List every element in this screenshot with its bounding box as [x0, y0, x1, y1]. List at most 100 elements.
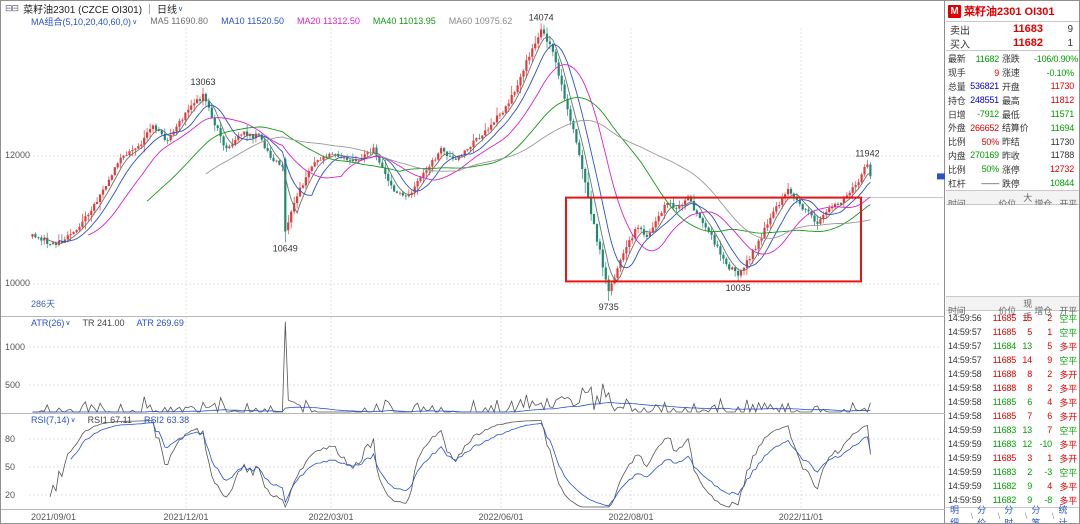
- tab-1[interactable]: 分价: [977, 504, 987, 524]
- y-axis-label: 80: [5, 434, 16, 444]
- x-axis-label: 2022/06/01: [478, 512, 524, 522]
- bid-row[interactable]: 买入 11682 1: [946, 36, 1079, 51]
- quote-grid: 最新 11682 涨跌 -106/0.90% 现手 9 涨速 -0.10% 总量 536821 开盘…: [946, 50, 1079, 190]
- tab-0[interactable]: 明细: [950, 504, 960, 524]
- trade-row[interactable]: 14:59:59 11683 13 7 空平: [948, 425, 1077, 436]
- ma-value-label: MA20 11312.50: [296, 16, 360, 26]
- rsi-name: RSI(7,14): [31, 415, 70, 425]
- chart-symbol-title: 菜籽油2301 (CZCE OI301): [23, 5, 143, 16]
- dropdown-arrow-icon: ∨: [70, 417, 76, 424]
- atr-indicator-dropdown[interactable]: ATR(26) ∨: [31, 318, 70, 328]
- layout-panes-icon[interactable]: ⊟⊟: [5, 3, 19, 13]
- trade-row[interactable]: 14:59:58 11688 8 2 多平: [948, 383, 1077, 394]
- trade-row[interactable]: 14:59:56 11685 15 2 空平: [948, 313, 1077, 324]
- ask-label: 卖出: [950, 25, 970, 37]
- trade-row[interactable]: 14:59:58 11685 6 4 多平: [948, 397, 1077, 408]
- trade-row[interactable]: 14:59:59 11682 9 4 多平: [948, 481, 1077, 492]
- atr-panel[interactable]: ATR(26) ∨ TR 241.00 ATR 269.69 1000 500: [1, 316, 945, 414]
- atr-header: ATR(26) ∨ TR 241.00 ATR 269.69: [31, 318, 184, 328]
- trade-row[interactable]: 14:59:57 11685 5 1 空平: [948, 327, 1077, 338]
- tab-separator: \: [1051, 510, 1055, 521]
- ask-price: 11683: [1013, 23, 1043, 35]
- bid-volume: 1: [1067, 37, 1073, 49]
- y-axis-label: 12000: [5, 150, 31, 160]
- quote-row: 比例 50% 涨停 12732: [948, 164, 1074, 175]
- trade-row[interactable]: 14:59:59 11683 12 -10 多平: [948, 439, 1077, 450]
- tab-separator: \: [997, 510, 1001, 521]
- quote-row: 持仓 248551 最高 11812: [948, 95, 1074, 106]
- ma-value-label: MA10 11520.50: [221, 16, 284, 26]
- titlebar-divider: [149, 3, 151, 14]
- bid-label: 买入: [950, 39, 970, 51]
- quote-row: 内盘 270169 昨收 11788: [948, 150, 1074, 161]
- ma-group-label: MA组合(5,10,20,40,60,0): [31, 17, 132, 27]
- column-header: 开平: [1059, 305, 1077, 316]
- quote-row: 最新 11682 涨跌 -106/0.90%: [948, 53, 1079, 65]
- ask-volume: 9: [1067, 23, 1073, 35]
- quote-row: 现手 9 涨速 -0.10%: [948, 67, 1074, 79]
- quote-sidebar: M 菜籽油2301 OI301 卖出 11683 9 买入 11682 1 最新…: [946, 1, 1079, 523]
- ma-value-label: MA60 10975.62: [448, 16, 513, 26]
- column-header: 价位: [998, 305, 1016, 316]
- tab-2[interactable]: 分时: [1004, 504, 1014, 524]
- svg-text:10035: 10035: [726, 283, 751, 293]
- dropdown-arrow-icon: ∨: [132, 18, 138, 26]
- tab-3[interactable]: 分笔: [1031, 504, 1041, 524]
- trades-list[interactable]: 14:59:56 11685 15 2 空平 14:59:57 11685 5 1 空平 14:59…: [946, 311, 1079, 507]
- column-header: 时间: [948, 197, 988, 210]
- dropdown-arrow-icon: ∨: [178, 5, 184, 13]
- atr-name: ATR(26): [31, 318, 65, 328]
- period-selector[interactable]: 日线 ∨: [157, 1, 183, 16]
- bid-price: 11682: [1013, 37, 1043, 49]
- bottom-tabs: 明细 \ 分价 \ 分时 \ 分笔 \ 统计: [946, 505, 1079, 523]
- trade-row[interactable]: 14:59:57 11685 14 9 空平: [948, 355, 1077, 366]
- visible-range-label: 286天: [31, 299, 56, 309]
- svg-text:9735: 9735: [599, 302, 619, 312]
- tr-value: TR 241.00: [82, 318, 125, 328]
- column-header: 现手: [1023, 299, 1032, 322]
- quote-row: 日增 -7912 最低 11571: [948, 109, 1074, 120]
- trade-row[interactable]: 14:59:59 11682 9 -8 多平: [948, 495, 1077, 506]
- trade-row[interactable]: 14:59:59 11685 3 1 多开: [948, 453, 1077, 464]
- big-orders-header: 时间价位大单增仓开平: [946, 189, 1079, 216]
- column-header: 价位: [988, 197, 1016, 210]
- ma-value-label: MA5 11690.80: [150, 16, 209, 26]
- y-axis-label: 20: [5, 490, 16, 500]
- x-axis-label: 2022/03/01: [308, 512, 354, 522]
- column-header: 增仓: [1034, 305, 1052, 316]
- trade-row[interactable]: 14:59:58 11685 7 6 多开: [948, 411, 1077, 422]
- quote-row: 杠杆 —— 跌停 10844: [948, 178, 1074, 189]
- main-price-chart[interactable]: 13063 14074 10649 9735 10035 11942: [1, 12, 945, 316]
- y-axis-label: 1000: [5, 342, 26, 352]
- rsi-chart[interactable]: [1, 414, 945, 510]
- atr-value: ATR 269.69: [136, 318, 184, 328]
- trade-row[interactable]: 14:59:59 11683 2 -3 空平: [948, 467, 1077, 478]
- ask-row[interactable]: 卖出 11683 9: [946, 22, 1079, 37]
- trade-row[interactable]: 14:59:58 11688 8 2 多开: [948, 369, 1077, 380]
- quote-row: 外盘 266652 结算价 11694: [948, 122, 1074, 134]
- tab-4[interactable]: 统计: [1058, 504, 1068, 524]
- tab-separator: \: [970, 510, 974, 521]
- y-axis-label: 500: [5, 380, 21, 390]
- svg-text:13063: 13063: [190, 77, 215, 87]
- trades-header: 时间 价位 现手 增仓 开平: [946, 296, 1079, 322]
- app-logo-icon: M: [948, 4, 961, 18]
- rsi2-value: RSI2 63.38: [144, 415, 190, 425]
- quote-row: 比例 50% 昨结 11730: [948, 136, 1074, 148]
- rsi-panel[interactable]: RSI(7,14) ∨ RSI1 67.11 RSI2 63.38 80 50 …: [1, 413, 945, 510]
- quote-row: 总量 536821 开盘 11730: [948, 81, 1074, 92]
- tab-separator: \: [1024, 510, 1028, 521]
- ma-settings-dropdown[interactable]: MA组合(5,10,20,40,60,0) ∨: [31, 16, 137, 27]
- svg-text:10649: 10649: [273, 244, 298, 254]
- x-axis: 2021/09/01 2021/12/01 2022/03/01 2022/06/01…: [1, 509, 945, 523]
- y-axis-label: 50: [5, 462, 16, 472]
- column-header: 时间: [948, 305, 966, 316]
- atr-chart[interactable]: [1, 317, 945, 414]
- column-header: 增仓: [1032, 197, 1052, 210]
- rsi-header: RSI(7,14) ∨ RSI1 67.11 RSI2 63.38: [31, 415, 189, 425]
- rsi-indicator-dropdown[interactable]: RSI(7,14) ∨: [31, 415, 76, 425]
- x-axis-label: 2021/12/01: [163, 512, 209, 522]
- trade-row[interactable]: 14:59:57 11684 13 5 多平: [948, 341, 1077, 352]
- svg-text:11942: 11942: [855, 149, 879, 159]
